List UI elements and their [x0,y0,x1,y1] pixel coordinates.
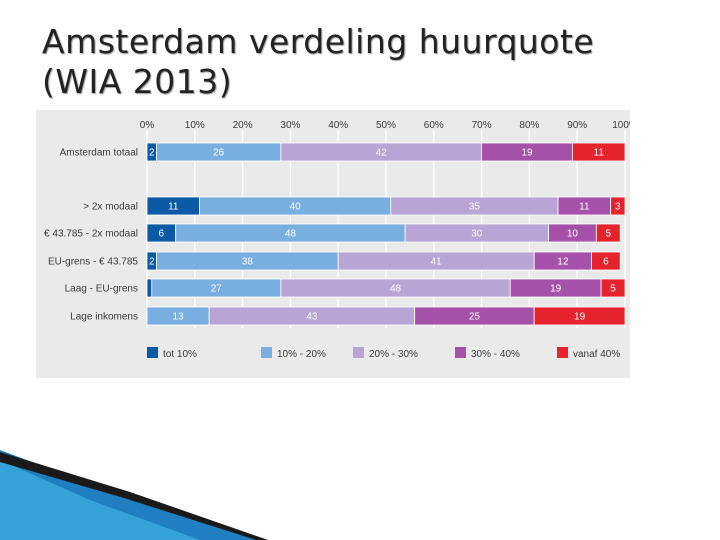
data-label: 26 [213,148,225,159]
legend-label: 10% - 20% [277,349,326,360]
category-label: EU-grens - € 43.785 [48,257,138,268]
data-label: 11 [594,148,605,159]
category-label: Laag - EU-grens [65,284,138,295]
bar-segment [146,278,153,298]
category-label: Amsterdam totaal [60,148,138,159]
bar-segment [591,251,621,271]
x-tick-label: 0% [140,120,155,131]
data-label: 35 [469,202,481,213]
category-label: > 2x modaal [83,202,138,213]
data-label: 6 [159,229,165,240]
x-tick-label: 70% [472,120,492,131]
bar-segment [572,142,626,162]
bar-segment [595,223,621,243]
bar-segment [610,196,626,216]
data-label: 42 [376,148,388,159]
x-tick-label: 100% [612,120,630,131]
x-tick-label: 30% [280,120,300,131]
data-label: 41 [431,257,443,268]
x-tick-label: 80% [519,120,539,131]
x-tick-label: 10% [185,120,205,131]
data-label: 11 [168,202,179,213]
data-label: 27 [211,284,223,295]
legend-swatch [455,347,466,358]
data-label: 3 [615,202,621,213]
slide-title: Amsterdam verdeling huurquote (WIA 2013) [42,22,595,101]
x-tick-label: 20% [233,120,253,131]
chart-panel: 0% 10% 20% 30% 40% 50% 60% 70% 80% 90% 100% Amsterd… [36,110,630,378]
bar-segment [533,306,626,326]
data-label: 25 [469,312,481,323]
legend-label: vanaf 40% [573,349,620,360]
x-tick-label: 60% [424,120,444,131]
data-label: 5 [605,229,611,240]
data-label: 10 [567,229,579,240]
data-label: 38 [242,257,254,268]
stacked-bar-chart: 0% 10% 20% 30% 40% 50% 60% 70% 80% 90% 100% Amsterd… [44,120,630,360]
data-label: 13 [173,312,185,323]
data-label: 5 [610,284,616,295]
data-label: 12 [557,257,569,268]
data-label: 30 [471,229,483,240]
data-label: 6 [603,257,609,268]
data-label: 19 [550,284,562,295]
legend-swatch [261,347,272,358]
legend-label: tot 10% [163,349,197,360]
data-label: 11 [579,202,590,213]
legend-label: 20% - 30% [369,349,418,360]
data-label: 19 [574,312,586,323]
data-label: 48 [285,229,297,240]
decorative-swoosh [0,450,268,540]
legend-swatch [557,347,568,358]
legend-swatch [353,347,364,358]
data-label: 2 [149,257,155,268]
data-label: 40 [290,202,302,213]
bar-segment [600,278,626,298]
x-tick-label: 50% [376,120,396,131]
data-label: 43 [306,312,318,323]
data-label: 19 [521,148,533,159]
x-tick-label: 90% [567,120,587,131]
category-label: € 43.785 - 2x modaal [44,229,138,240]
data-label: 48 [390,284,402,295]
data-label: 2 [149,148,155,159]
legend-label: 30% - 40% [471,349,520,360]
category-label: Lage inkomens [70,312,138,323]
legend-swatch [147,347,158,358]
x-tick-label: 40% [328,120,348,131]
